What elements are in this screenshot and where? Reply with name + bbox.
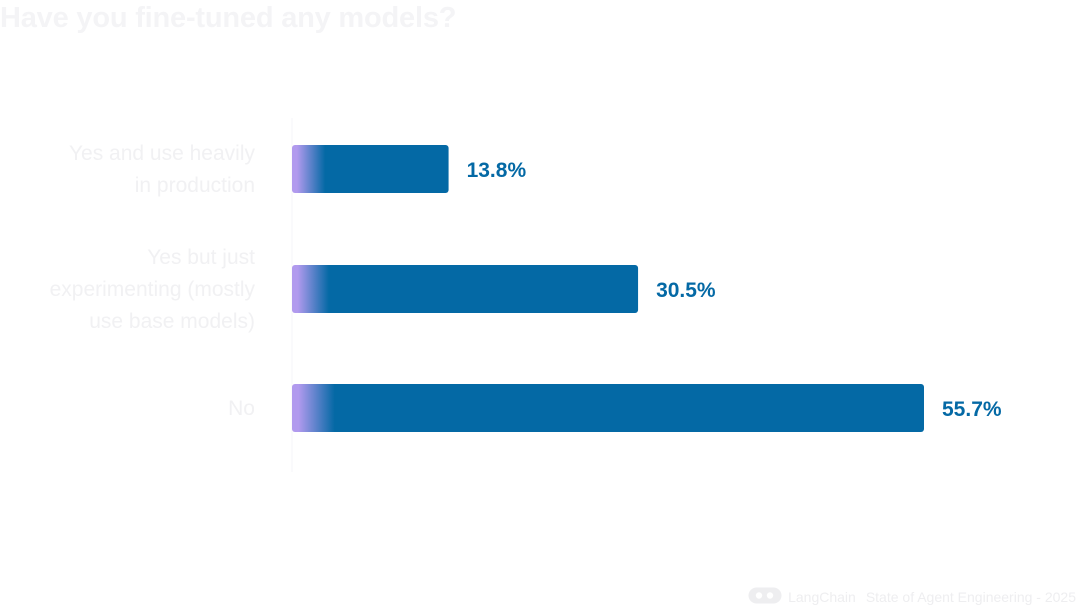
category-label-line: in production bbox=[135, 174, 255, 197]
bars-group bbox=[292, 145, 924, 432]
bar bbox=[292, 265, 639, 313]
category-label-line: No bbox=[228, 397, 255, 420]
category-label-line: Yes and use heavily bbox=[69, 142, 256, 165]
category-label-line: Yes but just bbox=[147, 246, 255, 269]
category-labels: Yes and use heavily in production Yes but … bbox=[50, 142, 256, 420]
footer-brand: LangChain bbox=[788, 589, 856, 605]
footer-caption: State of Agent Engineering - 2025 bbox=[865, 589, 1076, 605]
category-label: Yes and use heavily in production bbox=[69, 142, 256, 197]
category-label-line: use base models) bbox=[89, 310, 255, 333]
value-labels: 13.8% 30.5% 55.7% bbox=[467, 159, 1002, 421]
langchain-logo-icon bbox=[748, 587, 782, 607]
value-label: 30.5% bbox=[656, 279, 716, 302]
bar bbox=[292, 384, 924, 432]
category-label-line: experimenting (mostly bbox=[50, 278, 256, 301]
value-label: 55.7% bbox=[942, 398, 1002, 421]
category-label: No bbox=[228, 397, 255, 420]
value-label: 13.8% bbox=[467, 159, 527, 182]
bar bbox=[292, 145, 449, 193]
footer: LangChain State of Agent Engineering - 2… bbox=[748, 587, 1076, 607]
chart-title: Have you fine-tuned any models? bbox=[0, 2, 457, 34]
category-label: Yes but just experimenting (mostly use bas… bbox=[50, 246, 256, 333]
